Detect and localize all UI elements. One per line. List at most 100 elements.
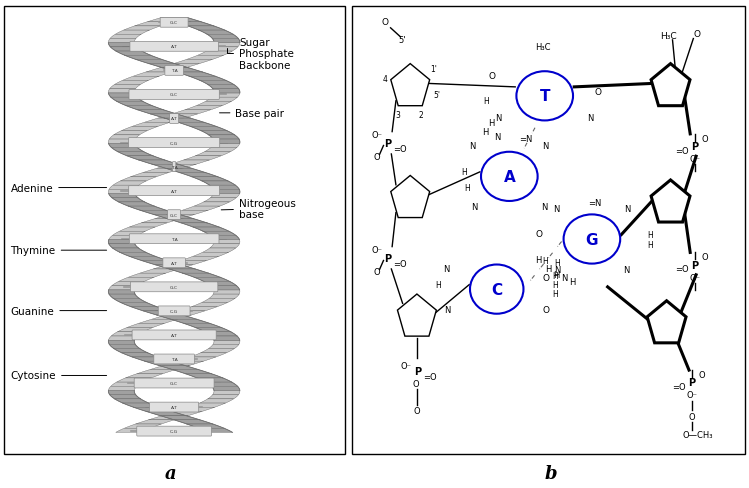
Text: =O: =O — [673, 383, 686, 391]
Polygon shape — [207, 48, 238, 52]
Text: N: N — [554, 204, 560, 214]
Text: 3: 3 — [395, 111, 400, 120]
Polygon shape — [192, 303, 228, 307]
Polygon shape — [195, 152, 231, 157]
Polygon shape — [109, 386, 136, 391]
Text: 5': 5' — [434, 91, 440, 100]
Polygon shape — [109, 136, 139, 140]
Polygon shape — [213, 190, 240, 194]
Text: A: A — [503, 169, 515, 184]
Text: H: H — [552, 289, 558, 299]
Polygon shape — [112, 198, 145, 203]
Polygon shape — [109, 43, 136, 48]
Text: O: O — [536, 230, 542, 239]
Polygon shape — [174, 420, 213, 424]
Polygon shape — [202, 182, 235, 186]
Text: G-C: G-C — [170, 381, 178, 385]
Polygon shape — [121, 178, 157, 182]
Polygon shape — [158, 115, 198, 119]
Polygon shape — [210, 186, 239, 190]
Polygon shape — [201, 299, 235, 303]
Polygon shape — [175, 22, 213, 27]
Text: =O: =O — [422, 372, 437, 381]
Polygon shape — [128, 274, 166, 278]
Text: C-G: C-G — [170, 141, 178, 145]
Ellipse shape — [516, 72, 573, 121]
Polygon shape — [146, 411, 186, 416]
Polygon shape — [172, 110, 211, 115]
Polygon shape — [115, 31, 150, 35]
Polygon shape — [145, 119, 184, 123]
Text: O: O — [694, 30, 701, 39]
Polygon shape — [185, 106, 222, 110]
Polygon shape — [194, 203, 230, 207]
Polygon shape — [164, 362, 204, 366]
Polygon shape — [207, 395, 238, 399]
Polygon shape — [160, 64, 199, 69]
Polygon shape — [151, 115, 190, 119]
Text: N: N — [561, 273, 568, 282]
Polygon shape — [109, 345, 140, 349]
Text: A-T: A-T — [171, 261, 178, 265]
Text: G-C: G-C — [170, 93, 178, 97]
Polygon shape — [200, 81, 234, 85]
Polygon shape — [179, 307, 217, 311]
Text: Thymine: Thymine — [10, 245, 106, 256]
Text: O: O — [702, 253, 709, 262]
Polygon shape — [155, 265, 195, 269]
Polygon shape — [124, 424, 162, 428]
Polygon shape — [205, 332, 237, 336]
Polygon shape — [391, 176, 430, 218]
Text: Guanine: Guanine — [10, 306, 106, 316]
FancyBboxPatch shape — [150, 402, 198, 412]
Polygon shape — [113, 182, 146, 186]
Polygon shape — [213, 391, 240, 395]
Polygon shape — [181, 224, 219, 227]
Text: Cytosine: Cytosine — [10, 371, 106, 381]
Polygon shape — [398, 294, 437, 336]
Polygon shape — [115, 399, 149, 403]
Polygon shape — [206, 382, 237, 386]
Polygon shape — [109, 194, 138, 198]
Text: N: N — [623, 265, 630, 274]
Text: =N: =N — [519, 135, 533, 143]
Polygon shape — [111, 98, 143, 102]
Text: T-A: T-A — [171, 237, 178, 241]
Text: P: P — [383, 139, 391, 148]
Polygon shape — [199, 399, 234, 403]
Polygon shape — [157, 165, 196, 169]
FancyBboxPatch shape — [158, 306, 190, 316]
Polygon shape — [171, 320, 210, 324]
Polygon shape — [184, 157, 221, 161]
Polygon shape — [116, 428, 151, 432]
Polygon shape — [209, 294, 239, 299]
Text: C-G: C-G — [170, 309, 178, 313]
Polygon shape — [109, 290, 135, 294]
Polygon shape — [149, 64, 189, 69]
Text: N: N — [554, 265, 560, 274]
Polygon shape — [212, 43, 240, 48]
Ellipse shape — [481, 152, 538, 202]
Text: H: H — [552, 272, 558, 281]
Polygon shape — [186, 374, 222, 378]
Polygon shape — [391, 64, 430, 106]
Polygon shape — [174, 61, 212, 64]
Polygon shape — [184, 324, 222, 328]
Text: O⁻: O⁻ — [372, 131, 383, 140]
Text: O: O — [688, 412, 695, 421]
Text: T-A: T-A — [171, 357, 178, 361]
Polygon shape — [150, 366, 189, 370]
Text: 5': 5' — [398, 36, 406, 45]
Polygon shape — [121, 127, 158, 131]
Polygon shape — [213, 40, 240, 43]
Text: Adenine: Adenine — [10, 183, 106, 193]
FancyBboxPatch shape — [165, 66, 184, 76]
Polygon shape — [163, 69, 202, 73]
Polygon shape — [111, 382, 142, 386]
Text: P: P — [691, 260, 699, 270]
Text: N: N — [495, 114, 502, 122]
Polygon shape — [196, 102, 231, 106]
Polygon shape — [190, 127, 227, 131]
FancyBboxPatch shape — [154, 354, 195, 364]
Polygon shape — [168, 219, 207, 224]
